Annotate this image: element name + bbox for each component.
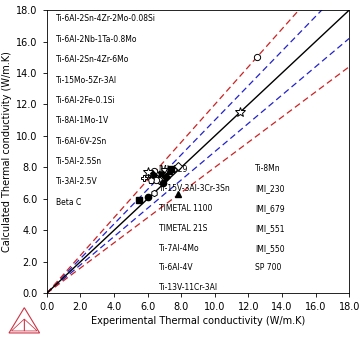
Text: Ti-6Al-2Fe-0.1Si: Ti-6Al-2Fe-0.1Si [56, 96, 116, 105]
Text: Ti-15V-3Al-3Cr-3Sn: Ti-15V-3Al-3Cr-3Sn [159, 184, 230, 193]
Text: Ti-6Al-2Sn-4Zr-6Mo: Ti-6Al-2Sn-4Zr-6Mo [56, 55, 129, 64]
Text: IMI_230: IMI_230 [256, 184, 285, 193]
Y-axis label: Calculated Thermal conductivity (W/m.K): Calculated Thermal conductivity (W/m.K) [2, 51, 12, 252]
Text: Beta C: Beta C [56, 198, 81, 207]
Text: Ti-8Mn: Ti-8Mn [256, 164, 281, 174]
Text: Ti-13V-11Cr-3Al: Ti-13V-11Cr-3Al [159, 283, 218, 292]
Text: TIMETAL 21S: TIMETAL 21S [159, 224, 207, 233]
Text: Ti-3Al-2.5V: Ti-3Al-2.5V [56, 177, 98, 186]
Text: Ti-6Al-4V: Ti-6Al-4V [159, 264, 193, 273]
Text: Ti-5Al-2.5Sn: Ti-5Al-2.5Sn [56, 157, 102, 166]
Text: TIMETAL 1100: TIMETAL 1100 [159, 204, 212, 213]
Text: Ti-6Al-2Nb-1Ta-0.8Mo: Ti-6Al-2Nb-1Ta-0.8Mo [56, 35, 138, 44]
Text: Ti-6Al-2Sn-4Zr-2Mo-0.08Si: Ti-6Al-2Sn-4Zr-2Mo-0.08Si [56, 14, 156, 23]
Text: IMI_550: IMI_550 [256, 244, 285, 253]
Text: IMI_679: IMI_679 [256, 204, 285, 213]
Text: Ti-15Mo-5Zr-3Al: Ti-15Mo-5Zr-3Al [56, 75, 117, 85]
Text: SP 700: SP 700 [256, 264, 282, 273]
X-axis label: Experimental Thermal conductivity (W/m.K): Experimental Thermal conductivity (W/m.K… [91, 316, 305, 326]
Text: IMI_551: IMI_551 [256, 224, 285, 233]
Text: Ti-7Al-4Mo: Ti-7Al-4Mo [159, 244, 199, 253]
Text: Ti-6Al-6V-2Sn: Ti-6Al-6V-2Sn [56, 136, 107, 146]
Text: Ti-8Al-1Mo-1V: Ti-8Al-1Mo-1V [56, 116, 109, 125]
Text: IMI_829: IMI_829 [159, 164, 188, 174]
